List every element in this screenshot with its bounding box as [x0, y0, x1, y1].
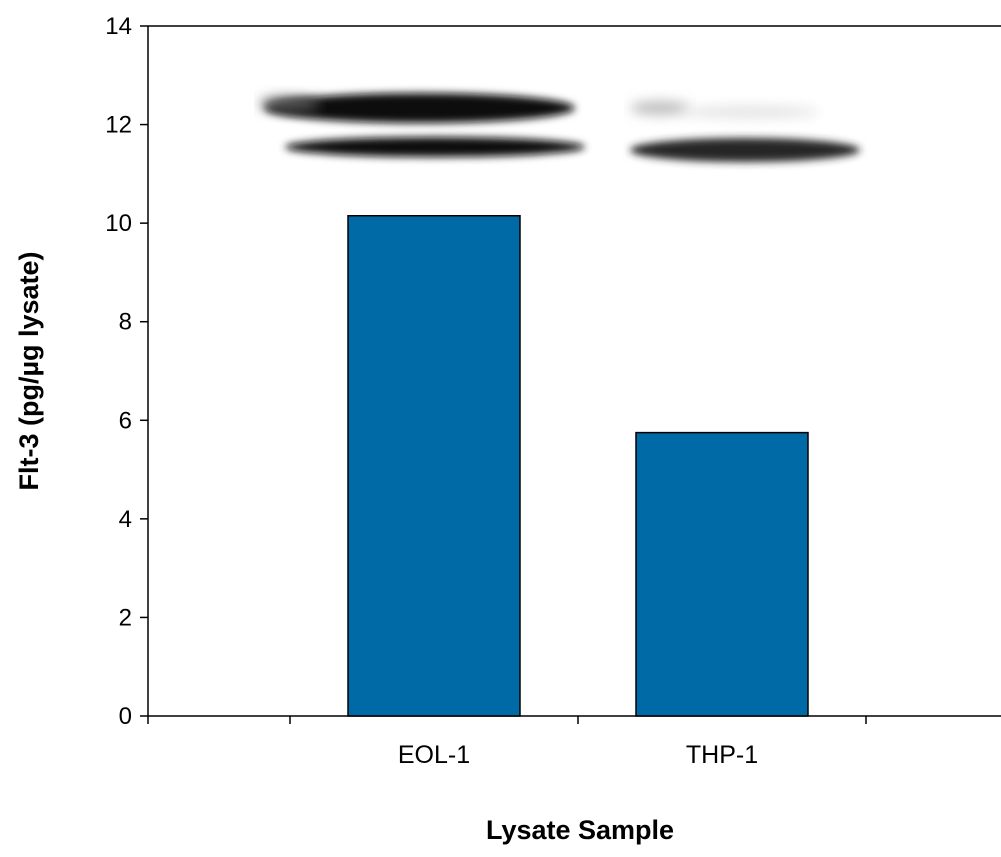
y-tick-label: 10 [105, 210, 132, 237]
bar-thp-1 [635, 431, 809, 717]
bars [347, 215, 809, 717]
y-tick-label: 12 [105, 112, 132, 139]
y-tick-label: 2 [119, 604, 132, 631]
y-tick-label: 14 [105, 13, 132, 40]
x-tick-label: EOL-1 [398, 741, 470, 769]
western-blot-inset [260, 93, 860, 162]
y-tick-label: 6 [119, 407, 132, 434]
x-tick-label: THP-1 [686, 741, 758, 769]
y-ticks: 0 2 4 6 8 10 12 14 [105, 13, 148, 730]
blot-lane-thp-1 [630, 101, 860, 162]
x-ticks: EOL-1 THP-1 [147, 716, 867, 769]
y-tick-label: 4 [119, 506, 132, 533]
x-axis-title: Lysate Sample [486, 815, 674, 845]
y-tick-label: 0 [119, 703, 132, 730]
blot-lane-eol-1 [260, 93, 585, 157]
bar-eol-1 [347, 215, 521, 717]
y-axis-title: Flt-3 (pg/µg lysate) [14, 251, 44, 490]
y-tick-label: 8 [119, 309, 132, 336]
